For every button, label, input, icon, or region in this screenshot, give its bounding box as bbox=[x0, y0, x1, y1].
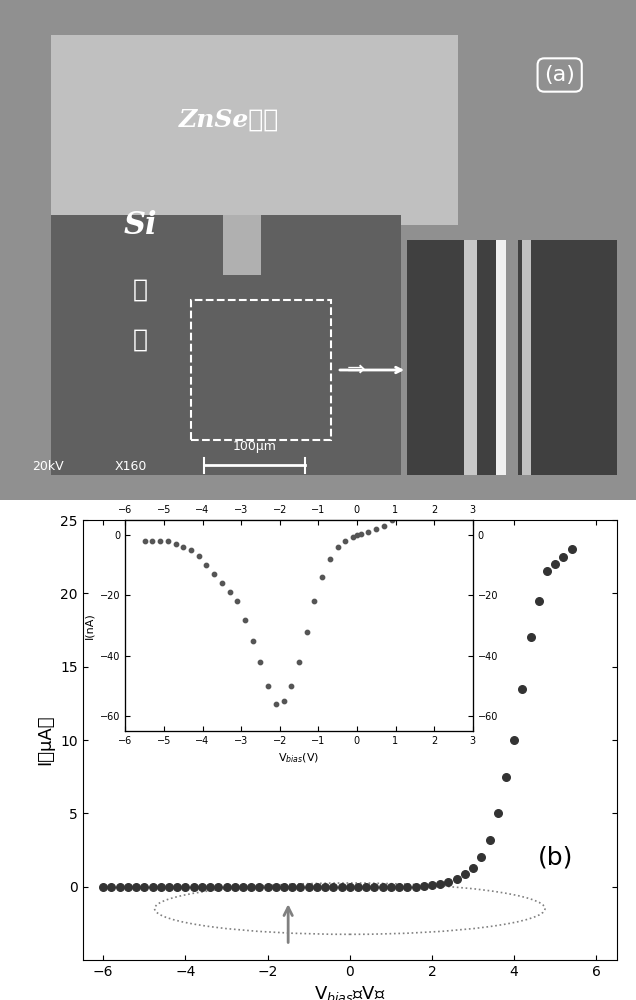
Point bbox=[238, 879, 248, 895]
Point bbox=[287, 879, 298, 895]
Point bbox=[509, 732, 519, 748]
Point bbox=[452, 871, 462, 887]
Point bbox=[542, 563, 552, 579]
Point bbox=[336, 879, 347, 895]
Point bbox=[271, 879, 281, 895]
Point bbox=[370, 879, 380, 895]
Point bbox=[361, 879, 371, 895]
Point bbox=[394, 879, 404, 895]
Text: ⇒: ⇒ bbox=[347, 360, 366, 380]
Bar bbox=[51, 35, 458, 225]
Bar bbox=[506, 240, 518, 475]
Point bbox=[427, 877, 437, 893]
Point bbox=[353, 879, 363, 895]
Bar bbox=[223, 215, 261, 275]
Bar bbox=[522, 240, 531, 475]
Point bbox=[123, 879, 133, 895]
Text: 20kV: 20kV bbox=[32, 460, 64, 473]
Text: ZnSe电极: ZnSe电极 bbox=[179, 108, 279, 132]
Text: 100μm: 100μm bbox=[233, 440, 276, 453]
Point bbox=[131, 879, 141, 895]
Bar bbox=[191, 300, 331, 440]
Text: (b): (b) bbox=[537, 845, 573, 869]
Point bbox=[320, 879, 330, 895]
Point bbox=[197, 879, 207, 895]
Bar bbox=[407, 240, 617, 475]
Point bbox=[114, 879, 125, 895]
Point bbox=[460, 866, 470, 882]
Point bbox=[303, 879, 314, 895]
Point bbox=[468, 860, 478, 876]
Point bbox=[534, 593, 544, 609]
Point bbox=[410, 879, 420, 895]
Point bbox=[148, 879, 158, 895]
Bar bbox=[464, 240, 477, 475]
Point bbox=[567, 541, 577, 557]
Point bbox=[443, 874, 453, 890]
Point bbox=[378, 879, 388, 895]
Point bbox=[493, 805, 503, 821]
Point bbox=[172, 879, 183, 895]
Point bbox=[476, 849, 487, 865]
Y-axis label: I（μA）: I（μA） bbox=[37, 715, 55, 765]
Bar bbox=[51, 215, 401, 475]
Point bbox=[435, 876, 445, 892]
Point bbox=[181, 879, 191, 895]
Point bbox=[558, 549, 569, 565]
Point bbox=[328, 879, 338, 895]
Point bbox=[98, 879, 108, 895]
X-axis label: V$_{bias}$（V）: V$_{bias}$（V） bbox=[314, 984, 385, 1000]
Bar bbox=[496, 240, 506, 475]
Text: (a): (a) bbox=[544, 65, 575, 85]
Point bbox=[550, 556, 560, 572]
Point bbox=[188, 879, 198, 895]
Point bbox=[164, 879, 174, 895]
Point bbox=[139, 879, 149, 895]
Point bbox=[501, 769, 511, 785]
Point bbox=[106, 879, 116, 895]
Text: X160: X160 bbox=[114, 460, 147, 473]
Point bbox=[525, 629, 536, 645]
Point bbox=[246, 879, 256, 895]
Text: 极: 极 bbox=[132, 328, 148, 352]
Point bbox=[418, 878, 429, 894]
Point bbox=[485, 832, 495, 848]
Point bbox=[386, 879, 396, 895]
Point bbox=[402, 879, 412, 895]
Point bbox=[263, 879, 273, 895]
Point bbox=[312, 879, 322, 895]
Point bbox=[279, 879, 289, 895]
Point bbox=[295, 879, 305, 895]
Point bbox=[254, 879, 265, 895]
Point bbox=[221, 879, 232, 895]
Point bbox=[205, 879, 215, 895]
Point bbox=[213, 879, 223, 895]
Point bbox=[517, 681, 527, 697]
Point bbox=[345, 879, 355, 895]
Point bbox=[156, 879, 166, 895]
Point bbox=[230, 879, 240, 895]
Text: Si: Si bbox=[123, 210, 156, 240]
Text: 电: 电 bbox=[132, 278, 148, 302]
